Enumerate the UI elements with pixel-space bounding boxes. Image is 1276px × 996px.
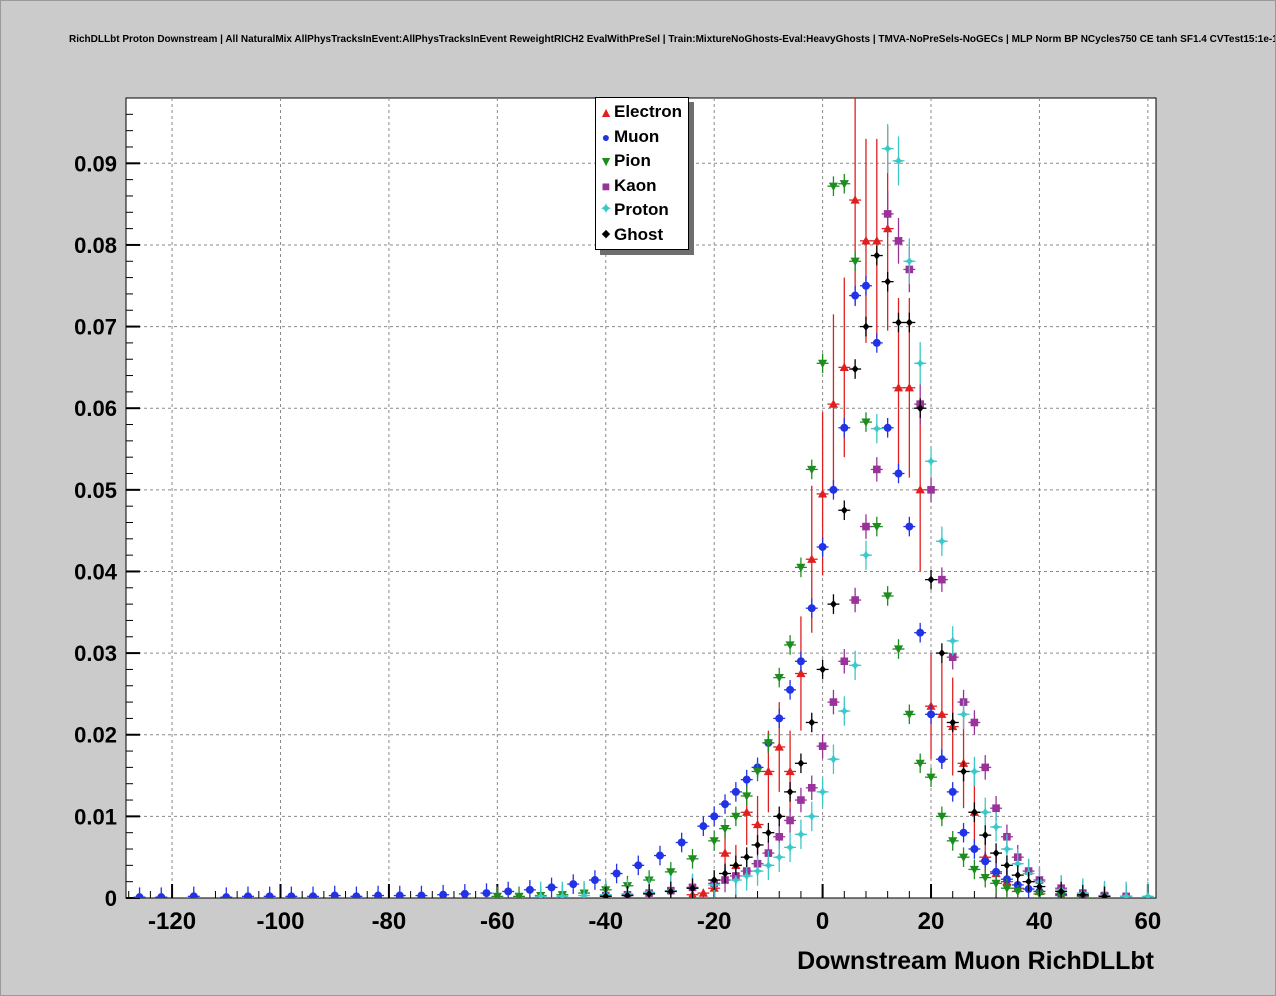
svg-text:0.08: 0.08 [74,233,117,258]
legend-item-pion: ▼ Pion [598,149,688,174]
svg-text:0.09: 0.09 [74,151,117,176]
x-axis-title: Downstream Muon RichDLLbt [797,947,1154,975]
svg-text:60: 60 [1135,908,1162,935]
svg-text:-60: -60 [480,908,515,935]
legend-label: Muon [614,126,660,146]
svg-text:0.03: 0.03 [74,641,117,666]
svg-text:0.02: 0.02 [74,723,117,748]
svg-text:-100: -100 [256,908,304,935]
legend-label: Kaon [614,175,657,195]
legend-item-ghost: ◆ Ghost [598,223,688,248]
legend: ▲ Electron ● Muon ▼ Pion ■ Kaon ✦ Proton… [595,97,689,250]
legend-item-proton: ✦ Proton [598,198,688,223]
svg-text:0.07: 0.07 [74,315,117,340]
legend-label: Pion [614,151,651,171]
legend-label: Ghost [614,224,664,244]
svg-text:20: 20 [918,908,945,935]
legend-item-kaon: ■ Kaon [598,174,688,199]
pion-triangle-down-icon: ▼ [599,153,613,170]
plot-title: RichDLLbt Proton Downstream | All Natura… [69,34,1276,45]
legend-label: Electron [614,102,683,122]
legend-label: Proton [614,200,669,220]
legend-item-muon: ● Muon [598,125,688,150]
svg-text:-120: -120 [148,908,196,935]
svg-text:40: 40 [1026,908,1053,935]
svg-text:-80: -80 [372,908,407,935]
svg-text:-40: -40 [588,908,623,935]
muon-circle-icon: ● [601,128,611,145]
svg-text:-20: -20 [697,908,732,935]
electron-triangle-up-icon: ▲ [599,104,613,121]
svg-text:0.05: 0.05 [74,478,117,503]
svg-text:0: 0 [816,908,829,935]
svg-text:0.06: 0.06 [74,396,117,421]
svg-text:0.01: 0.01 [74,804,117,829]
legend-item-electron: ▲ Electron [598,100,688,125]
ghost-diamond-icon: ◆ [601,228,611,241]
svg-text:0: 0 [105,886,117,911]
svg-text:0.04: 0.04 [74,559,118,584]
kaon-square-icon: ■ [601,177,611,194]
proton-star-icon: ✦ [599,201,613,219]
